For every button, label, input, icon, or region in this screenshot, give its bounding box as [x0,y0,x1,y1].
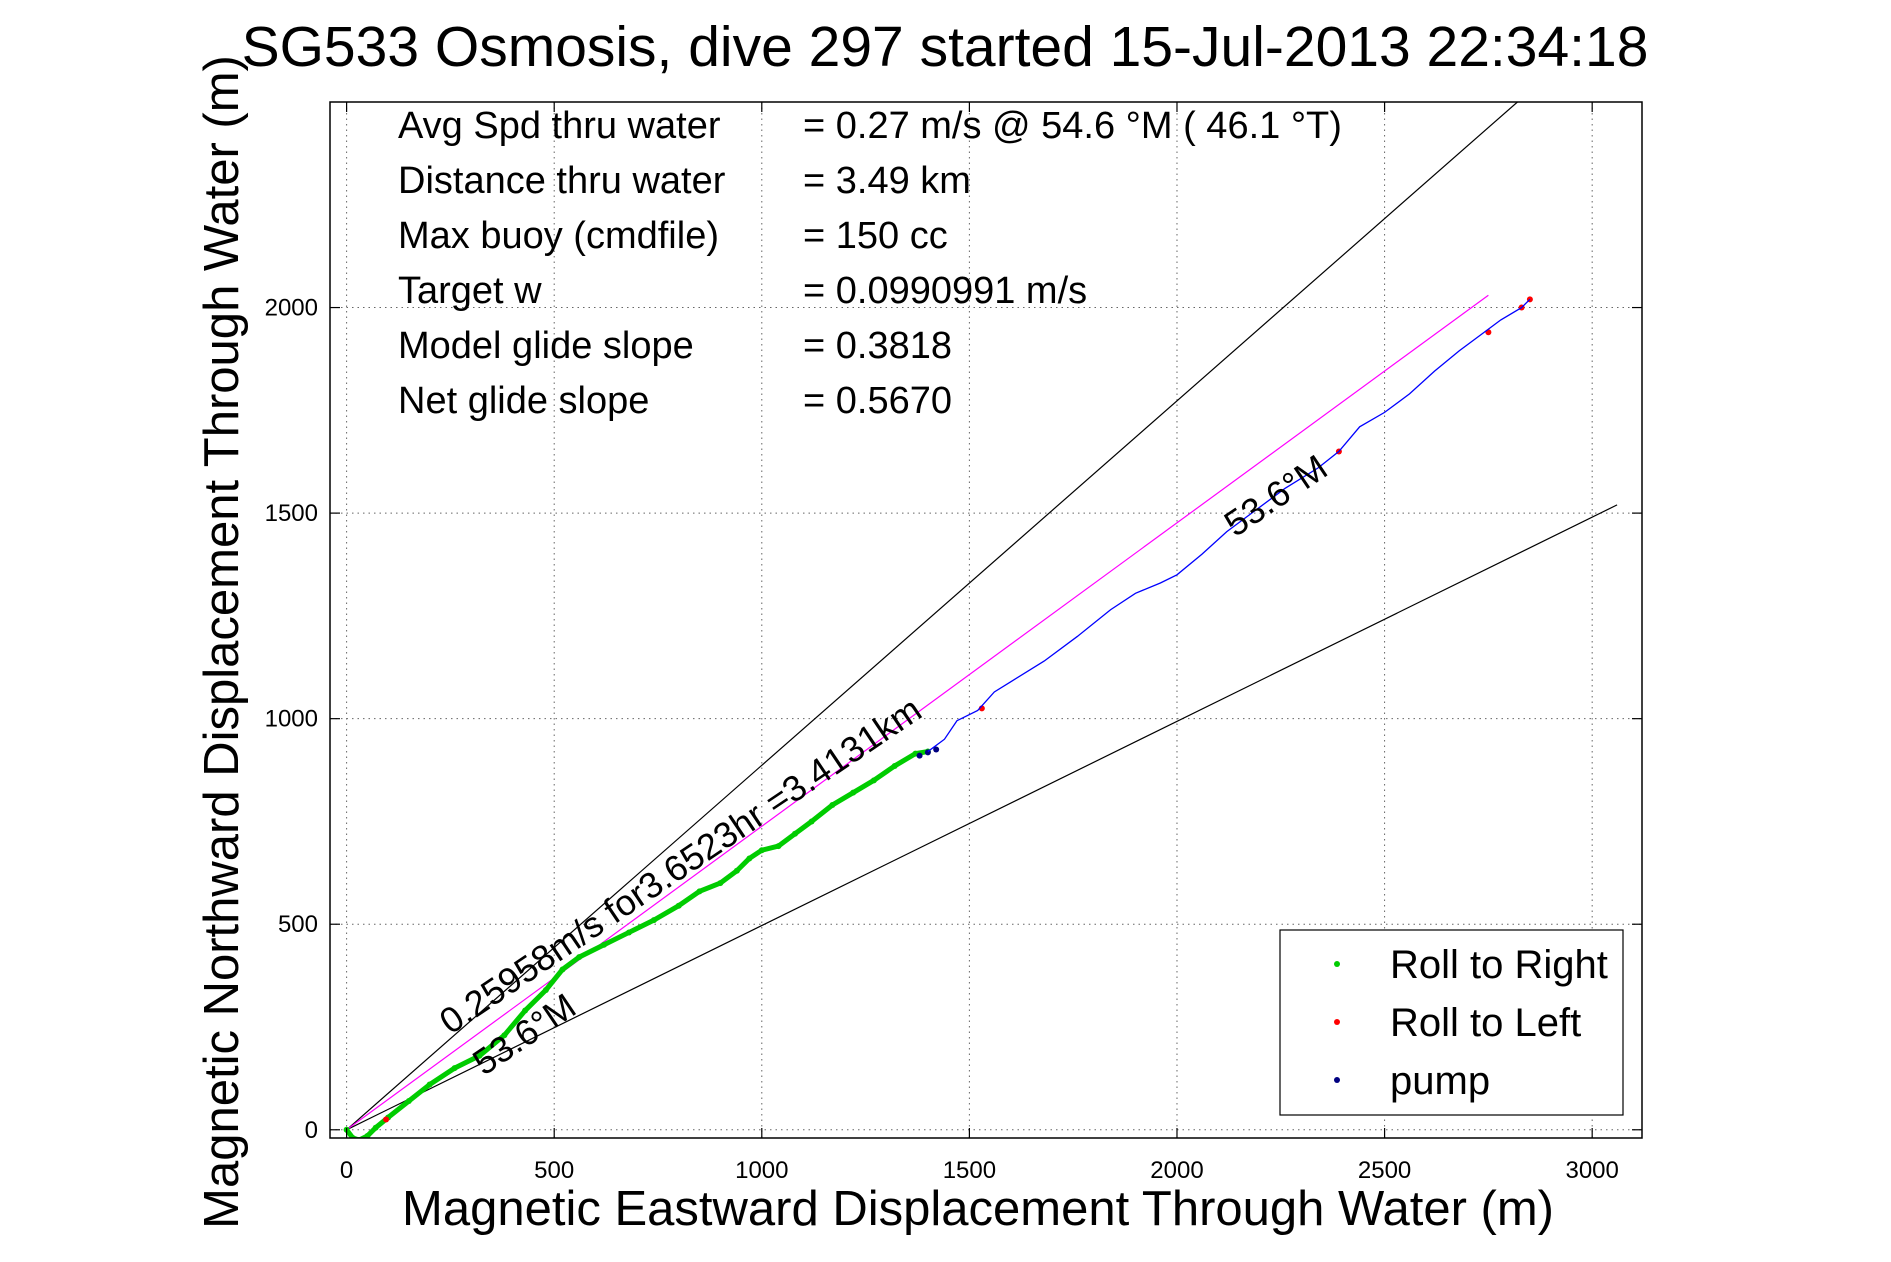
data-point [476,1052,483,1059]
data-point [792,830,799,837]
data-point [405,1098,412,1104]
stat-label: Net glide slope [398,380,649,422]
data-point [426,1081,433,1088]
series-line-roll-to-right [344,749,929,1138]
legend: Roll to Right Roll to Left pump [1279,929,1624,1116]
legend-label: Roll to Left [1390,1001,1581,1045]
data-point [891,762,898,769]
stat-label: Target w [398,270,542,312]
data-point [746,855,753,862]
data-point [601,941,608,948]
plot-frame [329,101,1643,1139]
data-point [829,802,836,808]
legend-label: pump [1390,1059,1490,1103]
axis-ticks: 0 500 1000 1500 2000 2500 3000 0 500 1000 1500 2000 [265,102,1642,1184]
reference-line-course-line [346,294,1489,1131]
data-point [522,1007,529,1014]
x-tick-label: 0 [340,1157,353,1184]
data-point [758,847,765,854]
legend-marker [1334,1077,1340,1083]
data-point [559,966,566,973]
x-tick-label: 1000 [735,1157,788,1184]
data-point [383,1116,390,1123]
data-point [933,746,940,753]
legend-marker [1334,961,1340,967]
legend-label: Roll to Right [1390,943,1608,987]
stat-label: Avg Spd thru water [398,105,721,147]
x-tick-label: 2500 [1358,1157,1411,1184]
data-point [650,917,657,924]
stat-value: = 3.49 km [803,160,971,202]
data-point [372,1124,379,1131]
x-axis-label: Magnetic Eastward Displacement Through W… [402,1182,1554,1236]
reference-lines [346,102,1618,1131]
reference-line-lower-bound [346,504,1618,1131]
data-point [542,987,549,993]
data-point [364,1132,371,1138]
stat-label: Model glide slope [398,325,694,367]
data-point [675,902,682,909]
reference-line-upper-bound [346,102,1518,1131]
annotations: 0.25958m/s for3.6523hr =3.4131km53.6°M53… [432,446,1335,1083]
x-tick-label: 2000 [1150,1157,1203,1184]
data-point [916,752,923,759]
y-tick-label: 500 [278,911,318,938]
stat-label: Max buoy (cmdfile) [398,215,719,257]
data-point [501,1032,508,1039]
data-series [343,296,1533,1138]
data-point [625,929,632,936]
stat-value: = 0.0990991 m/s [803,270,1087,312]
data-point [808,818,815,825]
y-tick-label: 2000 [265,295,318,322]
data-point [850,789,857,796]
data-point [775,843,782,850]
data-point [733,867,740,874]
series-track [927,298,1531,753]
data-point [717,880,724,887]
series-line-track [927,298,1531,753]
y-tick-label: 1000 [265,706,318,733]
chart-title: SG533 Osmosis, dive 297 started 15-Jul-2… [242,15,1649,79]
stats-block: Avg Spd thru water = 0.27 m/s @ 54.6 °M (… [398,105,1342,422]
y-axis-label: Magnetic Northward Displacement Through … [195,55,249,1229]
y-tick-label: 0 [305,1117,318,1144]
data-point [576,954,583,961]
data-point [870,777,877,784]
y-tick-label: 1500 [265,500,318,527]
line-annotation: 0.25958m/s for3.6523hr =3.4131km [432,688,929,1042]
stat-label: Distance thru water [398,160,726,202]
x-tick-label: 3000 [1565,1157,1618,1184]
series-roll-to-right [343,748,931,1138]
legend-marker [1334,1019,1340,1025]
data-point [451,1065,458,1072]
x-tick-label: 500 [534,1157,574,1184]
stat-value: = 0.3818 [803,325,952,367]
x-tick-label: 1500 [943,1157,996,1184]
line-annotation: 53.6°M [1217,446,1335,544]
stat-value: = 0.5670 [803,380,952,422]
stat-value: = 150 cc [803,215,948,257]
data-point [696,888,703,895]
grid [330,102,1642,1138]
stat-value: = 0.27 m/s @ 54.6 °M ( 46.1 °T) [803,105,1342,147]
